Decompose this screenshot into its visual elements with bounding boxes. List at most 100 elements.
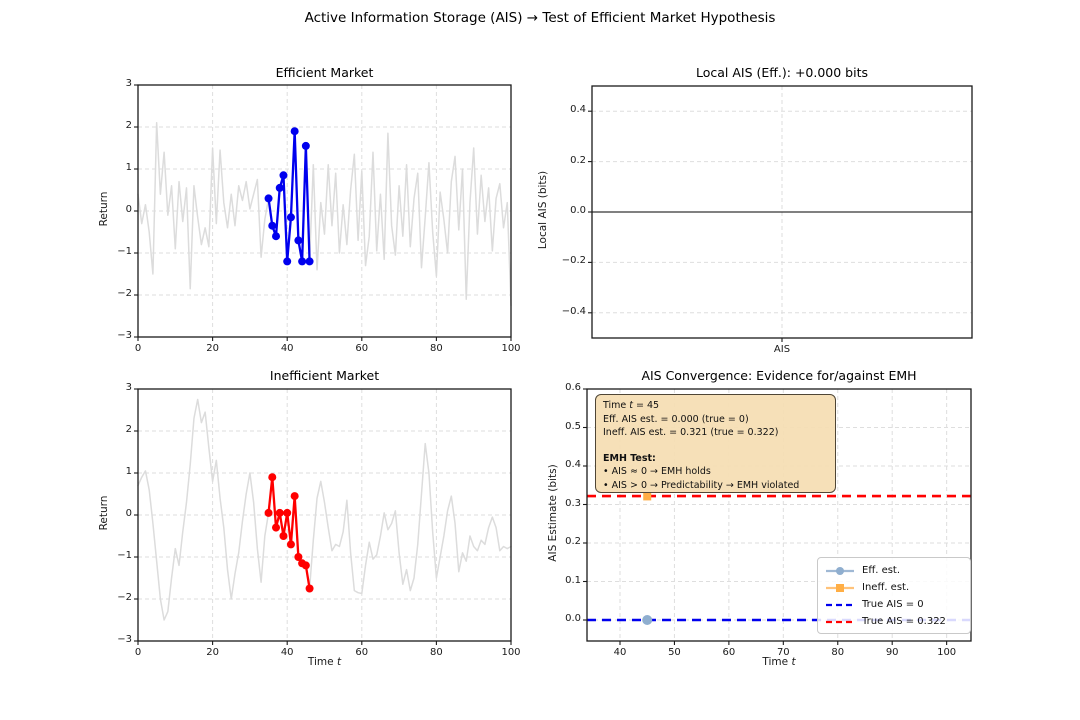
inefficient-data-marker [286, 540, 295, 549]
inefficient-data-marker [268, 473, 277, 482]
inefficient-data-marker [283, 508, 292, 517]
convergence-x-tick-label: 50 [668, 647, 681, 658]
efficient-data-marker [275, 183, 284, 192]
inefficient-y-tick-label: −2 [117, 592, 132, 603]
eff-estimate-marker [642, 615, 653, 625]
convergence-x-axis-label: Time t [762, 656, 796, 668]
convergence-y-tick-label: 0.2 [565, 536, 581, 547]
efficient-data-marker [290, 127, 299, 136]
annotation-bullet-2: • AIS > 0 → Predictability → EMH violate… [603, 479, 800, 491]
efficient-y-tick-label: −1 [117, 246, 132, 257]
efficient-y-tick-label: −2 [117, 288, 132, 299]
inefficient-highlight-series-line [267, 476, 311, 590]
inefficient-x-tick-label: 40 [280, 647, 294, 658]
efficient-data-marker [301, 141, 310, 150]
efficient-x-tick-label: 60 [355, 343, 369, 354]
inefficient-gray-series-line [137, 398, 512, 621]
convergence-x-tick-label: 60 [722, 647, 736, 658]
inefficient-x-tick-label: 80 [430, 647, 443, 658]
efficient-gray-series-line [137, 122, 512, 307]
inefficient-x-tick-label: 60 [355, 647, 369, 658]
efficient-data-marker [264, 194, 273, 203]
inefficient-data-marker [279, 532, 288, 540]
efficient-data-marker [279, 171, 288, 180]
legend-sample-line-icon [826, 583, 854, 592]
efficient-y-tick-label: −3 [117, 330, 132, 341]
local-ais-y-tick-label: 0.0 [570, 205, 586, 216]
convergence-x-tick-label: 80 [831, 647, 845, 658]
convergence-x-tick-label: 40 [613, 647, 627, 658]
axes-spine [586, 388, 972, 642]
inefficient-data-marker [305, 584, 314, 593]
figure-title: Active Information Storage (AIS) → Test … [304, 10, 776, 26]
efficient-x-tick-label: 100 [501, 343, 521, 354]
inefficient-data-marker [301, 561, 310, 570]
inefficient-data-marker [264, 508, 273, 517]
inefficient-data-marker [272, 523, 281, 532]
inefficient-y-tick-label: −1 [117, 550, 132, 561]
convergence-x-tick-label: 100 [937, 647, 957, 658]
legend-label: True AIS = 0.322 [862, 616, 946, 627]
annotation-eff-line: Eff. AIS est. = 0.000 (true = 0) [603, 413, 749, 425]
inefficient-x-axis-label: Time t [307, 656, 342, 668]
emh-annotation-box: Time t = 45 Eff. AIS est. = 0.000 (true … [595, 394, 836, 493]
efficient-data-marker [305, 257, 314, 266]
convergence-y-tick-label: 0.1 [565, 574, 581, 586]
legend-item-true-ais-0: True AIS = 0 [824, 596, 964, 613]
legend-item-eff-est: Eff. est. [824, 562, 964, 579]
ineff-estimate-marker [643, 492, 652, 501]
inefficient-x-tick-label: 100 [501, 647, 521, 658]
local-ais-y-tick-label: −0.2 [561, 255, 586, 267]
inefficient-y-tick-label: 1 [125, 466, 132, 477]
local-ais-x-tick-label: AIS [773, 344, 791, 355]
efficient-data-marker [272, 232, 281, 241]
legend-label: True AIS = 0 [862, 599, 924, 610]
legend: Eff. est. Ineff. est. True AIS = 0 True … [817, 557, 971, 634]
convergence-x-tick-label: 90 [885, 647, 899, 658]
efficient-y-tick-label: 3 [125, 78, 132, 89]
inefficient-x-tick-label: 0 [134, 647, 142, 658]
inefficient-y-tick-label: 2 [125, 424, 132, 435]
efficient-data-marker [268, 221, 277, 230]
legend-sample-line-icon [826, 566, 854, 575]
panel-title-inefficient: Inefficient Market [269, 368, 380, 383]
efficient-y-tick-label: 2 [125, 120, 132, 131]
annotation-heading: EMH Test: [603, 452, 656, 464]
panel-title-local-ais: Local AIS (Eff.): +0.000 bits [696, 65, 868, 80]
inefficient-y-tick-label: −3 [117, 634, 132, 645]
local-ais-y-tick-label: −0.4 [561, 305, 586, 317]
convergence-y-tick-label: 0.6 [565, 382, 581, 393]
efficient-x-tick-label: 0 [134, 343, 142, 354]
annotation-bullet-1: • AIS ≈ 0 → EMH holds [603, 466, 711, 477]
convergence-y-tick-label: 0.0 [565, 613, 581, 624]
local-ais-y-tick-label: 0.2 [570, 154, 586, 166]
efficient-data-marker [286, 213, 295, 222]
efficient-y-tick-label: 0 [125, 204, 132, 215]
efficient-data-marker [283, 257, 292, 266]
inefficient-y-tick-label: 0 [125, 508, 132, 519]
convergence-x-tick-label: 70 [776, 647, 790, 658]
inefficient-y-tick-label: 3 [125, 382, 132, 393]
legend-sample-line-icon [826, 603, 854, 606]
efficient-highlight-series-line [267, 130, 311, 263]
efficient-data-marker [294, 236, 303, 245]
inefficient-x-tick-label: 20 [206, 647, 219, 658]
panel-title-convergence: AIS Convergence: Evidence for/against EM… [641, 368, 917, 383]
legend-label: Eff. est. [862, 565, 901, 576]
inefficient-data-marker [294, 553, 303, 561]
annotation-ineff-line: Ineff. AIS est. = 0.321 (true = 0.322) [603, 427, 779, 438]
efficient-x-tick-label: 80 [430, 343, 443, 354]
legend-sample-line-icon [826, 620, 854, 623]
efficient-x-tick-label: 40 [280, 343, 294, 354]
efficient-x-tick-label: 20 [206, 343, 219, 354]
legend-label: Ineff. est. [862, 582, 910, 593]
inefficient-data-marker [290, 492, 299, 501]
legend-item-ineff-est: Ineff. est. [824, 579, 964, 596]
convergence-y-axis-label: AIS Estimate (bits) [547, 464, 559, 562]
panel-title-efficient: Efficient Market [275, 65, 374, 80]
efficient-y-tick-label: 1 [125, 162, 132, 173]
convergence-y-tick-label: 0.3 [565, 497, 581, 509]
annotation-time-line: Time t = 45 [603, 400, 660, 411]
inefficient-data-marker [275, 508, 284, 517]
